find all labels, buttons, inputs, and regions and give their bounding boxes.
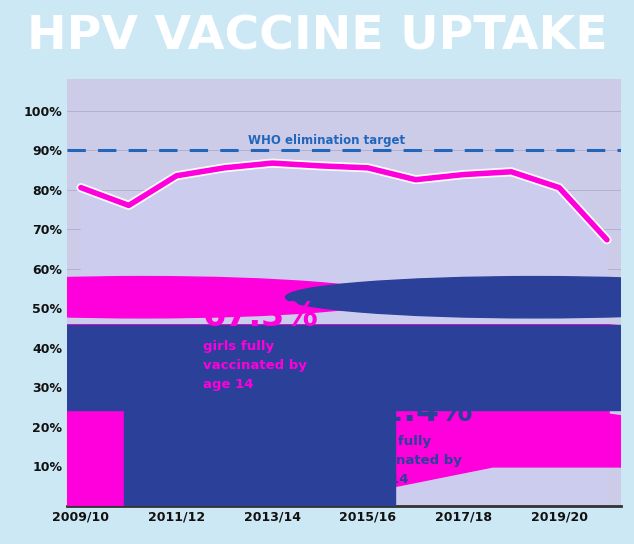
Polygon shape xyxy=(570,325,634,378)
Circle shape xyxy=(285,276,634,318)
Text: girls fully
vaccinated by
age 14: girls fully vaccinated by age 14 xyxy=(203,340,307,391)
Polygon shape xyxy=(0,325,634,506)
Text: boys fully
vaccinated by
age 14: boys fully vaccinated by age 14 xyxy=(358,435,462,486)
Polygon shape xyxy=(30,325,634,506)
Text: HPV VACCINE UPTAKE: HPV VACCINE UPTAKE xyxy=(27,14,607,59)
Circle shape xyxy=(0,276,392,318)
Text: 62.4%: 62.4% xyxy=(358,395,474,428)
Text: WHO elimination target: WHO elimination target xyxy=(249,134,405,147)
Text: 67.3%: 67.3% xyxy=(203,300,319,333)
Polygon shape xyxy=(0,325,108,396)
